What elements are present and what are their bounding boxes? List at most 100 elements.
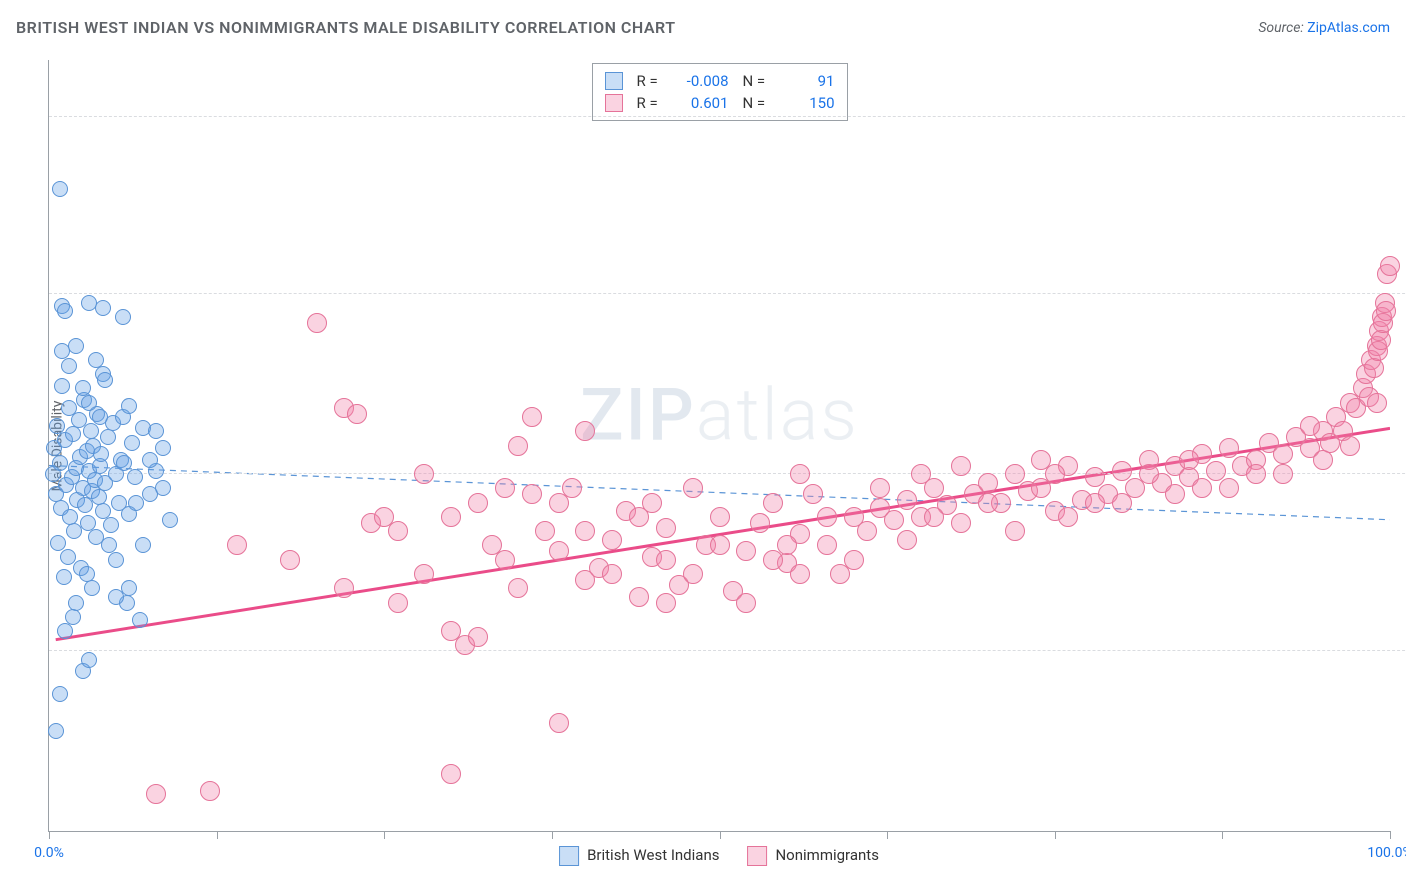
data-point (777, 535, 797, 555)
data-point (54, 343, 70, 359)
data-point (84, 580, 100, 596)
data-point (1139, 464, 1159, 484)
data-point (414, 564, 434, 584)
data-point (857, 521, 877, 541)
data-point (803, 484, 823, 504)
data-point (52, 181, 68, 197)
data-point (1112, 461, 1132, 481)
data-point (146, 784, 166, 804)
r-value: -0.008 (679, 70, 729, 92)
data-point (441, 507, 461, 527)
data-point (1367, 393, 1387, 413)
legend-label: Nonimmigrants (775, 846, 878, 864)
data-point (61, 358, 77, 374)
data-point (656, 593, 676, 613)
n-label: N = (743, 92, 771, 114)
data-point (1058, 507, 1078, 527)
data-point (897, 530, 917, 550)
r-label: R = (637, 70, 665, 92)
x-tick (1390, 831, 1391, 839)
x-tick (384, 831, 385, 839)
gridline (49, 116, 1406, 117)
data-point (575, 421, 595, 441)
data-point (388, 521, 408, 541)
data-point (1371, 330, 1391, 350)
data-point (522, 484, 542, 504)
data-point (495, 478, 515, 498)
gridline (49, 473, 1406, 474)
data-point (508, 436, 528, 456)
data-point (57, 303, 73, 319)
legend-swatch (605, 94, 623, 112)
data-point (127, 469, 143, 485)
source-link[interactable]: ZipAtlas.com (1307, 20, 1390, 36)
data-point (52, 686, 68, 702)
gridline (49, 650, 1406, 651)
data-point (736, 541, 756, 561)
data-point (911, 464, 931, 484)
n-label: N = (743, 70, 771, 92)
data-point (155, 480, 171, 496)
x-tick (1222, 831, 1223, 839)
gridline (49, 293, 1406, 294)
data-point (870, 478, 890, 498)
x-tick (49, 831, 50, 839)
data-point (227, 535, 247, 555)
data-point (56, 569, 72, 585)
data-point (817, 535, 837, 555)
data-point (817, 507, 837, 527)
data-point (148, 423, 164, 439)
data-point (121, 580, 137, 596)
data-point (642, 493, 662, 513)
data-point (162, 512, 178, 528)
data-point (1380, 256, 1400, 276)
x-tick (552, 831, 553, 839)
data-point (468, 493, 488, 513)
y-tick-label: 12.5% (1395, 450, 1406, 466)
data-point (334, 578, 354, 598)
data-point (535, 521, 555, 541)
data-point (790, 564, 810, 584)
r-label: R = (637, 92, 665, 114)
x-tick (1055, 831, 1056, 839)
data-point (710, 535, 730, 555)
data-point (103, 517, 119, 533)
data-point (750, 513, 770, 533)
data-point (132, 612, 148, 628)
x-tick (720, 831, 721, 839)
data-point (200, 781, 220, 801)
data-point (108, 552, 124, 568)
data-point (978, 473, 998, 493)
series-legend: British West IndiansNonimmigrants (559, 846, 879, 866)
data-point (1005, 464, 1025, 484)
data-point (897, 490, 917, 510)
data-point (97, 372, 113, 388)
data-point (1364, 358, 1384, 378)
data-point (280, 550, 300, 570)
data-point (307, 313, 327, 333)
data-point (522, 407, 542, 427)
data-point (65, 426, 81, 442)
data-point (549, 493, 569, 513)
data-point (978, 493, 998, 513)
chart-area: ZIPatlas R =-0.008N =91R =0.601N =150 6.… (48, 60, 1390, 832)
correlation-legend: R =-0.008N =91R =0.601N =150 (592, 63, 848, 121)
data-point (924, 507, 944, 527)
data-point (736, 593, 756, 613)
n-value: 150 (785, 92, 835, 114)
data-point (1005, 521, 1025, 541)
data-point (575, 521, 595, 541)
data-point (50, 535, 66, 551)
plot-region: ZIPatlas R =-0.008N =91R =0.601N =150 6.… (48, 60, 1390, 832)
data-point (1219, 438, 1239, 458)
data-point (1192, 478, 1212, 498)
data-point (951, 456, 971, 476)
data-point (1376, 301, 1396, 321)
data-point (124, 435, 140, 451)
data-point (1179, 450, 1199, 470)
data-point (1340, 436, 1360, 456)
data-point (1313, 450, 1333, 470)
data-point (347, 404, 367, 424)
data-point (155, 440, 171, 456)
data-point (549, 541, 569, 561)
